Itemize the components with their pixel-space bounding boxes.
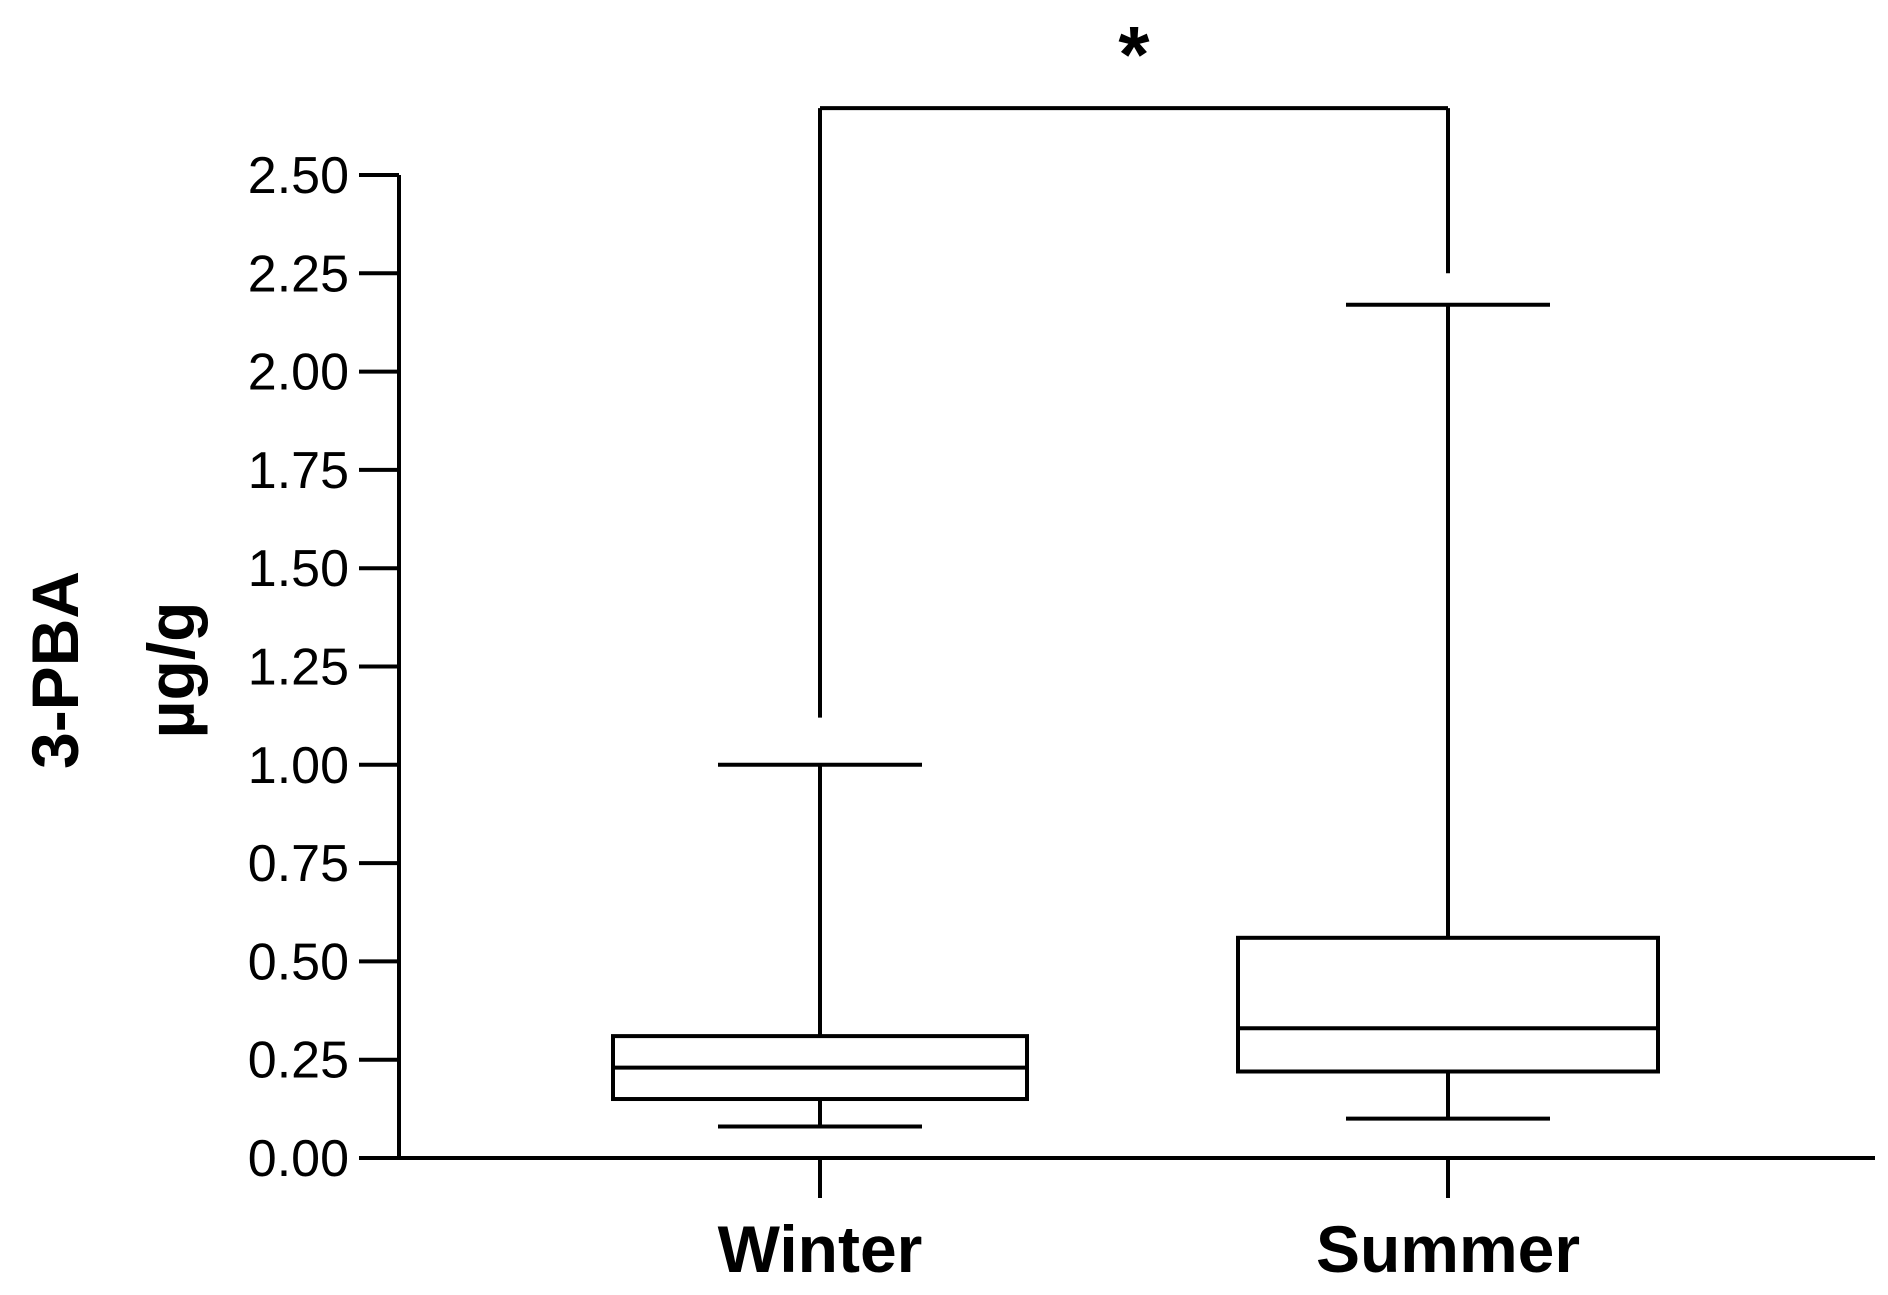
x-category-label: Summer (1316, 1212, 1580, 1286)
y-tick-label: 0.50 (248, 933, 349, 991)
y-tick-label: 2.00 (248, 344, 349, 402)
x-category-label: Winter (718, 1212, 923, 1286)
box-series (611, 302, 1660, 1129)
y-tick-label: 0.00 (248, 1130, 349, 1188)
significance-bracket: * (818, 10, 1450, 718)
significance-asterisk: * (1118, 10, 1150, 99)
y-axis-label: 3-PBA µg/g (18, 571, 208, 769)
box-summer (1236, 302, 1660, 1121)
y-tick-label: 1.00 (248, 737, 349, 795)
y-tick-label: 0.75 (248, 835, 349, 893)
y-tick-label: 1.50 (248, 540, 349, 598)
y-tick-label: 1.25 (248, 639, 349, 697)
y-axis-ticks: 0.00 0.25 0.50 0.75 1.00 1.25 1.50 1.75 2.00 2.25… (248, 147, 399, 1188)
y-tick-label: 2.50 (248, 147, 349, 205)
y-axis-label-line-1: 3-PBA (18, 571, 92, 769)
box-winter (611, 762, 1029, 1129)
y-tick-label: 2.25 (248, 245, 349, 303)
y-tick-label: 1.75 (248, 442, 349, 500)
x-axis-ticks: Winter Summer (718, 1158, 1580, 1286)
y-tick-label: 0.25 (248, 1032, 349, 1090)
y-axis-label-line-2: µg/g (134, 602, 208, 739)
box-iqr (1236, 935, 1660, 1074)
